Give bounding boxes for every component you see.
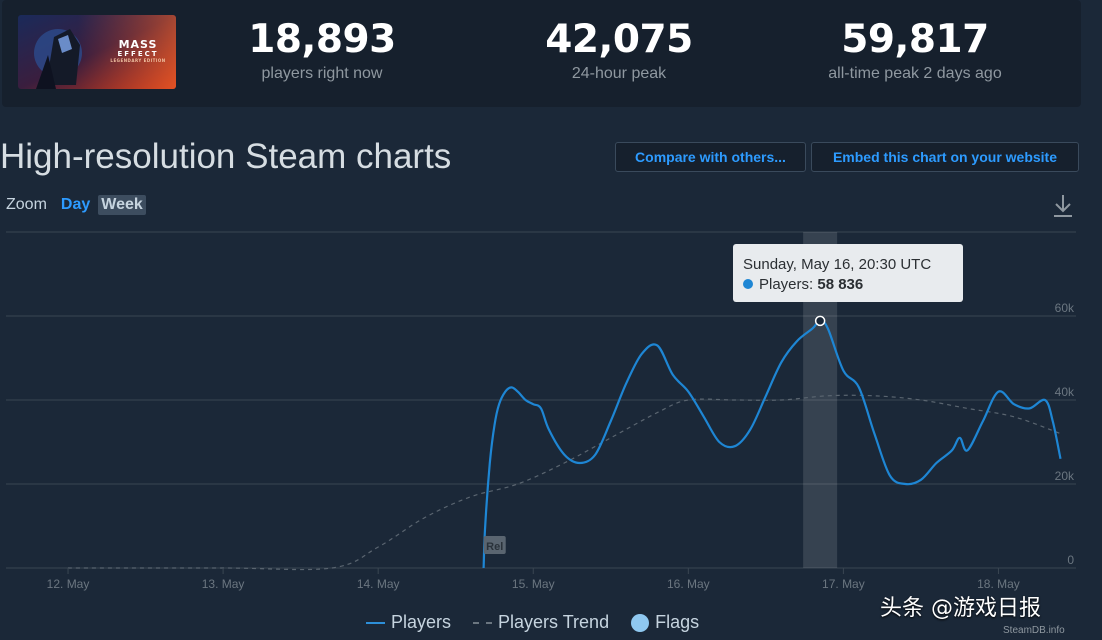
players-trend-line [68,394,1061,571]
steamdb-credit: SteamDB.info [1003,625,1065,636]
peak-marker [814,315,826,327]
y-tick-label: 40k [1055,385,1075,399]
tooltip-value: 58 836 [817,276,864,293]
y-tick-label: 0 [1067,553,1074,567]
peak-24h-label: 24-hour peak [571,65,667,82]
watermark-text: 头条 @游戏日报 [880,596,1041,621]
current-players-value: 18,893 [248,17,396,62]
compare-button[interactable]: Compare with others... [615,142,806,172]
peak-24h-value: 42,075 [545,17,693,62]
y-tick-label: 20k [1055,469,1075,483]
zoom-day-button[interactable]: Day [60,196,91,213]
players-dot-icon [743,279,753,289]
dashed-line-icon [473,621,493,624]
x-tick-label: 13. May [202,577,245,591]
x-tick-label: 18. May [977,577,1020,591]
zoom-week-button[interactable]: Week [98,195,146,215]
stat-24h-peak: 42,075 24-hour peak [489,18,749,83]
chart-legend: Players Players Trend Flags [366,612,721,633]
legend-flags[interactable]: Flags [631,612,699,633]
chart-markers: Rel [483,315,826,554]
stat-current-players: 18,893 players right now [192,18,452,83]
flag-marker [483,536,506,554]
embed-chart-button[interactable]: Embed this chart on your website [811,142,1079,172]
all-time-peak-label: all-time peak 2 days ago [828,65,1002,82]
legend-players-label: Players [391,612,452,632]
x-tick-label: 16. May [667,577,710,591]
all-time-peak-value: 59,817 [841,17,989,62]
current-players-label: players right now [261,65,383,82]
chart-ticks: 0 20k 40k 60k 12. May 13. May 14. May 15. May 16… [47,301,1075,591]
line-icon [366,621,385,624]
tooltip-series-label: Players: [759,276,814,293]
game-logo-image[interactable]: MASS EFFECT LEGENDARY EDITION [18,15,176,89]
chart-grid [6,231,1076,569]
legend-trend[interactable]: Players Trend [473,612,609,633]
y-tick-label: 60k [1055,301,1075,315]
x-tick-label: 12. May [47,577,90,591]
tooltip-value-row: Players: 58 836 [743,275,963,295]
flag-circle-icon [631,613,650,632]
stat-all-time-peak: 59,817 all-time peak 2 days ago [785,18,1045,83]
download-icon[interactable] [1050,192,1076,220]
x-tick-label: 17. May [822,577,865,591]
legend-flags-label: Flags [655,612,700,632]
chart-series [68,319,1062,571]
x-tick-label: 15. May [512,577,555,591]
zoom-controls: Zoom Day Week [6,192,154,218]
zoom-label: Zoom [6,196,47,213]
chart-tooltip: Sunday, May 16, 20:30 UTC Players: 58 83… [733,244,963,302]
section-title: High-resolution Steam charts [0,137,452,176]
tooltip-date: Sunday, May 16, 20:30 UTC [743,256,932,273]
stats-panel: MASS EFFECT LEGENDARY EDITION 18,893 pla… [2,0,1081,107]
flag-label: Rel [486,541,503,553]
legend-players[interactable]: Players [366,612,451,633]
legend-trend-label: Players Trend [498,612,610,632]
game-logo-text: MASS EFFECT LEGENDARY EDITION [110,38,166,63]
players-line [482,319,1062,569]
x-tick-label: 14. May [357,577,400,591]
